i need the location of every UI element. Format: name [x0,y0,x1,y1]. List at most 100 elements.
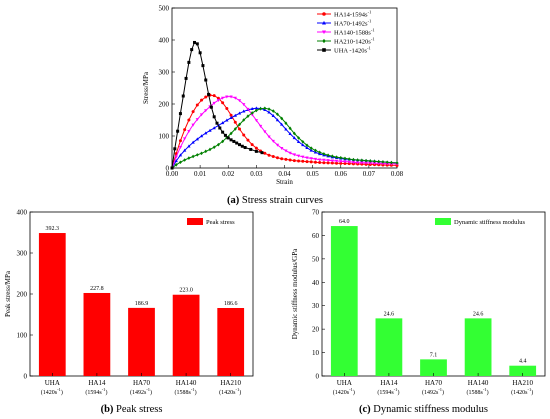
data-point [200,98,204,102]
data-point [381,162,385,166]
x-tick-label: UHA [337,379,352,387]
data-point [242,109,246,113]
bar-value-label: 7.1 [430,352,438,358]
data-point [292,153,296,157]
x-tick-label: 0.01 [194,170,207,178]
bar-value-label: 186.9 [135,301,149,307]
data-point [183,148,187,152]
data-point [368,161,372,165]
data-point [292,136,296,140]
data-point [377,162,381,166]
legend-label: Dynamic stiffness modulus [454,219,525,226]
data-point [267,153,271,157]
data-point [240,144,244,148]
data-point [209,105,213,109]
data-point [377,159,381,164]
x-tick-label: 0.06 [335,170,348,178]
data-point [267,107,271,111]
x-tick-label: HA140 [176,379,197,387]
data-point [201,64,205,68]
legend-marker [322,30,326,35]
data-point [318,158,322,162]
data-point [178,153,183,157]
data-point [347,160,351,164]
data-point [297,159,301,163]
data-point [330,159,334,163]
data-point [220,96,225,100]
bar-value-label: 24.6 [473,311,484,317]
data-point [355,161,360,165]
caption-b: (b) Peak stress [101,404,163,415]
data-point [389,160,393,165]
data-point [223,133,227,137]
data-point [238,127,241,131]
y-tick-label: 50 [312,255,320,263]
bar [375,318,403,376]
data-point [271,139,275,143]
data-point [216,142,220,147]
data-point [229,138,233,142]
data-point [212,115,216,119]
y-tick-label: 0 [316,373,320,381]
legend-marker [322,48,326,52]
y-axis-title: Stress/MPa [142,71,150,104]
data-point [322,158,326,162]
data-point [305,146,309,150]
data-point [284,149,288,153]
data-point [381,160,385,164]
caption-c: (c) Dynamic stiffness modulus [359,404,488,415]
data-point [322,152,326,156]
data-point [335,155,339,159]
data-point [183,158,187,162]
bar [509,365,537,376]
data-point [254,149,258,153]
data-point [297,136,301,140]
legend-swatch [435,218,451,225]
data-point [221,101,225,105]
data-point [296,139,301,143]
data-point [318,161,322,165]
legend-marker [322,20,326,25]
data-point [267,135,271,139]
data-point [339,155,343,160]
data-point [260,151,264,155]
bar-value-label: 24.6 [384,311,395,317]
data-point [233,113,237,117]
data-point [215,121,219,125]
data-point [280,116,284,121]
data-point [313,148,317,153]
data-point [225,106,229,110]
x-tick-label: HA70 [133,379,151,387]
data-point [335,161,339,165]
data-point [284,127,288,131]
data-point [258,124,263,128]
data-point [238,143,241,147]
data-point [195,153,199,157]
legend-marker [322,12,326,16]
data-point [343,156,347,161]
data-point [193,40,196,44]
data-point [263,106,267,111]
data-point [284,157,288,161]
bar-value-label: 227.8 [90,286,104,292]
data-point [229,131,233,136]
data-point [250,107,254,110]
data-point [178,139,182,143]
data-point [271,114,275,118]
data-point [173,147,177,151]
x-axis-title: Strain [276,178,293,186]
legend-label: HA14-1594s-1 [334,9,371,18]
data-point [191,110,195,114]
data-point [339,160,343,164]
y-tick-label: 500 [159,5,170,13]
bar [172,294,200,376]
data-point [221,139,225,144]
data-point [318,150,322,155]
data-point [195,42,199,46]
data-point [235,141,239,145]
data-point [191,123,195,127]
y-tick-label: 400 [17,209,28,217]
data-point [174,159,178,163]
data-point [178,112,182,116]
data-point [187,144,191,148]
